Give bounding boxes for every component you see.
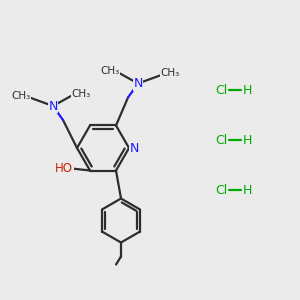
Text: CH₃: CH₃ [11,91,31,101]
Text: Cl: Cl [215,134,227,146]
Text: CH₃: CH₃ [160,68,180,79]
Text: H: H [243,83,252,97]
Text: N: N [48,100,58,112]
Text: HO: HO [55,162,73,175]
Text: CH₃: CH₃ [100,67,120,76]
Text: H: H [243,134,252,146]
Text: N: N [133,77,143,90]
Text: N: N [129,142,139,154]
Text: Cl: Cl [215,83,227,97]
Text: Cl: Cl [215,184,227,196]
Text: H: H [243,184,252,196]
Text: CH₃: CH₃ [71,89,91,99]
